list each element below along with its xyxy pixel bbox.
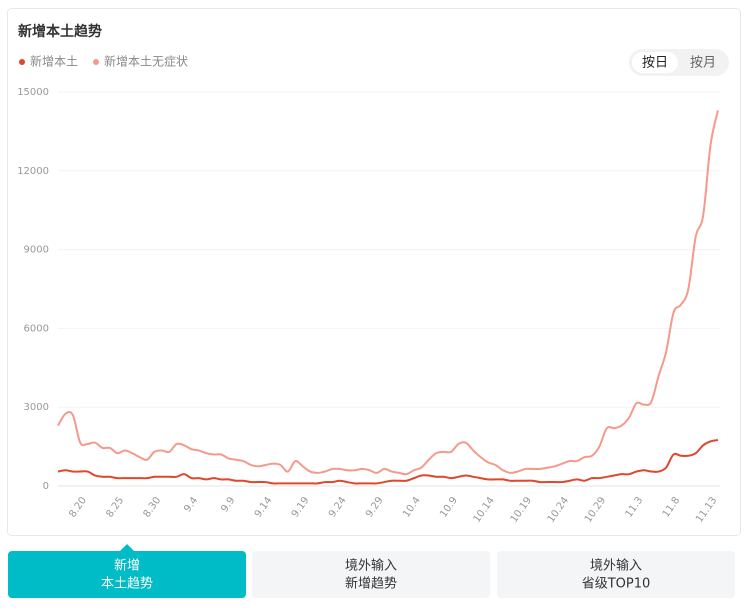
tab-label: 本土趋势: [101, 576, 153, 592]
y-tick-label: 0: [43, 481, 49, 492]
legend-marker: [19, 59, 25, 65]
card: [7, 8, 741, 536]
legend-label: 新增本土: [30, 54, 78, 69]
y-tick-label: 3000: [24, 402, 49, 413]
tab-label: 新增趋势: [345, 576, 397, 592]
legend-label: 新增本土无症状: [104, 54, 188, 69]
tab-label: 境外输入: [345, 558, 397, 574]
tab[interactable]: [8, 551, 246, 598]
tab-pointer: [120, 544, 134, 551]
tab[interactable]: [497, 551, 735, 598]
legend-marker: [93, 59, 99, 65]
tab[interactable]: [252, 551, 490, 598]
series-line: [57, 110, 719, 476]
toggle-button[interactable]: 按月: [690, 56, 716, 71]
y-tick-label: 15000: [17, 87, 49, 98]
y-tick-label: 9000: [24, 245, 49, 256]
y-tick-label: 6000: [24, 323, 49, 334]
toggle-button[interactable]: 按日: [642, 56, 668, 71]
toggle-active: [632, 52, 678, 73]
tab-label: 省级TOP10: [582, 577, 651, 592]
chart-title: 新增本土趋势: [18, 23, 102, 40]
series-line: [57, 439, 719, 485]
tab-label: 新增: [114, 558, 140, 574]
tab-label: 境外输入: [590, 558, 642, 574]
y-tick-label: 12000: [17, 166, 49, 177]
